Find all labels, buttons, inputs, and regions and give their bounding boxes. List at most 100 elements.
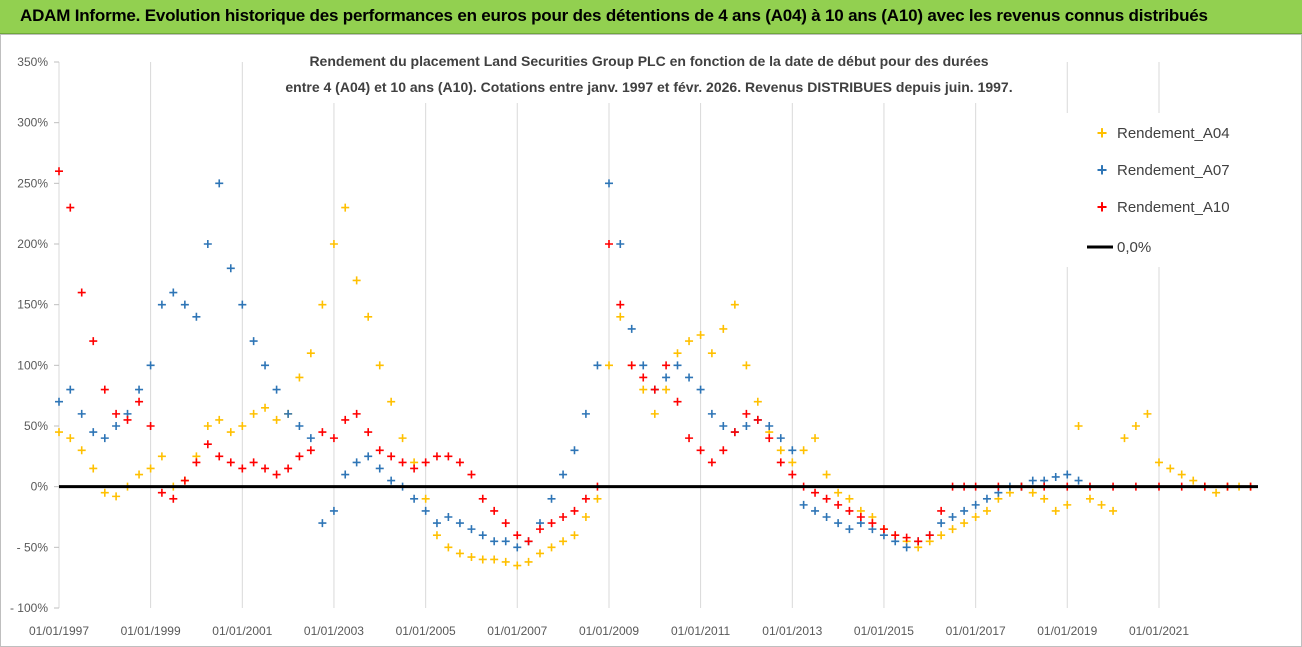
- y-tick-label: 50%: [24, 419, 48, 433]
- point-a10: [868, 519, 877, 528]
- point-a07: [192, 312, 201, 321]
- point-a10: [77, 288, 86, 297]
- point-a07: [501, 537, 510, 546]
- point-a07: [306, 434, 315, 443]
- point-a10: [203, 440, 212, 449]
- point-a07: [1028, 476, 1037, 485]
- point-a10: [169, 494, 178, 503]
- report-banner: ADAM Informe. Evolution historique des p…: [0, 0, 1302, 34]
- point-a04: [432, 531, 441, 540]
- point-a10: [455, 458, 464, 467]
- point-a10: [135, 397, 144, 406]
- point-a10: [238, 464, 247, 473]
- series-layer: [55, 167, 1255, 570]
- point-a07: [937, 519, 946, 528]
- point-a04: [203, 422, 212, 430]
- point-a07: [55, 397, 63, 406]
- point-a10: [822, 494, 831, 503]
- point-a07: [570, 446, 579, 455]
- point-a10: [765, 434, 774, 443]
- point-a07: [685, 373, 694, 382]
- point-a04: [157, 452, 166, 461]
- report-title: ADAM Informe. Evolution historique des p…: [20, 6, 1208, 25]
- chart-title-background: [284, 47, 1042, 103]
- point-a04: [685, 337, 694, 346]
- point-a04: [1120, 434, 1129, 443]
- point-a07: [261, 361, 270, 370]
- point-a07: [203, 240, 212, 248]
- point-a07: [444, 513, 453, 521]
- point-a07: [776, 434, 785, 443]
- point-a10: [742, 409, 751, 418]
- point-a07: [421, 506, 430, 515]
- chart-svg: 01/01/1997 01/01/1999 01/01/2001 01/01/2003…: [10, 47, 1258, 638]
- point-a04: [960, 519, 969, 528]
- point-a07: [272, 385, 281, 394]
- point-a10: [891, 531, 900, 540]
- point-a04: [112, 492, 121, 501]
- point-a04: [776, 446, 785, 455]
- chart-title-line-2: entre 4 (A04) et 10 ans (A10). Cotations…: [285, 79, 1012, 95]
- point-a07: [238, 300, 247, 309]
- point-a04: [948, 525, 957, 534]
- legend-label-a07: Rendement_A07: [1117, 162, 1230, 179]
- point-a04: [524, 557, 533, 566]
- point-a10: [284, 464, 293, 473]
- point-a10: [685, 434, 694, 443]
- point-a07: [902, 543, 911, 552]
- point-a04: [1051, 506, 1060, 515]
- point-a10: [157, 488, 166, 497]
- point-a07: [100, 434, 109, 443]
- point-a10: [535, 525, 544, 534]
- x-tick-label: 01/01/1997: [29, 624, 89, 638]
- point-a07: [673, 361, 682, 370]
- point-a04: [799, 446, 808, 455]
- point-a10: [581, 494, 590, 503]
- legend-label-a10: Rendement_A10: [1117, 199, 1230, 216]
- point-a10: [352, 409, 361, 418]
- point-a10: [341, 415, 350, 424]
- point-a07: [295, 422, 304, 430]
- point-a07: [845, 525, 854, 534]
- legend-marker-a04: +: [1097, 123, 1108, 143]
- point-a04: [306, 349, 315, 358]
- point-a10: [856, 513, 865, 521]
- point-a10: [249, 458, 258, 467]
- point-a10: [432, 452, 441, 461]
- x-tick-label: 01/01/2017: [946, 624, 1006, 638]
- point-a04: [753, 397, 762, 406]
- point-a04: [650, 409, 659, 418]
- point-a04: [1177, 470, 1186, 479]
- legend-marker-a07: +: [1097, 160, 1108, 180]
- point-a04: [1189, 476, 1198, 485]
- point-a04: [535, 549, 544, 558]
- point-a10: [444, 452, 453, 461]
- point-a10: [398, 458, 407, 467]
- point-a07: [249, 337, 258, 346]
- x-tick-label: 01/01/2021: [1129, 624, 1189, 638]
- point-a04: [982, 506, 991, 515]
- y-tick-label: 250%: [17, 176, 48, 190]
- point-a04: [318, 300, 327, 309]
- point-a10: [261, 464, 270, 473]
- point-a07: [157, 300, 166, 309]
- point-a04: [341, 203, 350, 212]
- point-a07: [971, 500, 980, 509]
- point-a04: [387, 397, 396, 406]
- point-a07: [490, 537, 499, 546]
- point-a10: [375, 446, 384, 455]
- point-a04: [811, 434, 820, 443]
- point-a07: [719, 422, 728, 430]
- point-a07: [627, 324, 636, 333]
- point-a07: [89, 428, 98, 437]
- point-a04: [834, 488, 843, 497]
- legend: + Rendement_A04 + Rendement_A07 + Rendem…: [1058, 113, 1256, 267]
- point-a10: [490, 506, 499, 515]
- y-tick-label: 200%: [17, 237, 48, 251]
- point-a07: [593, 361, 602, 370]
- point-a07: [284, 409, 293, 418]
- point-a07: [513, 543, 522, 552]
- point-a07: [455, 519, 464, 528]
- point-a07: [226, 264, 235, 273]
- point-a10: [845, 506, 854, 515]
